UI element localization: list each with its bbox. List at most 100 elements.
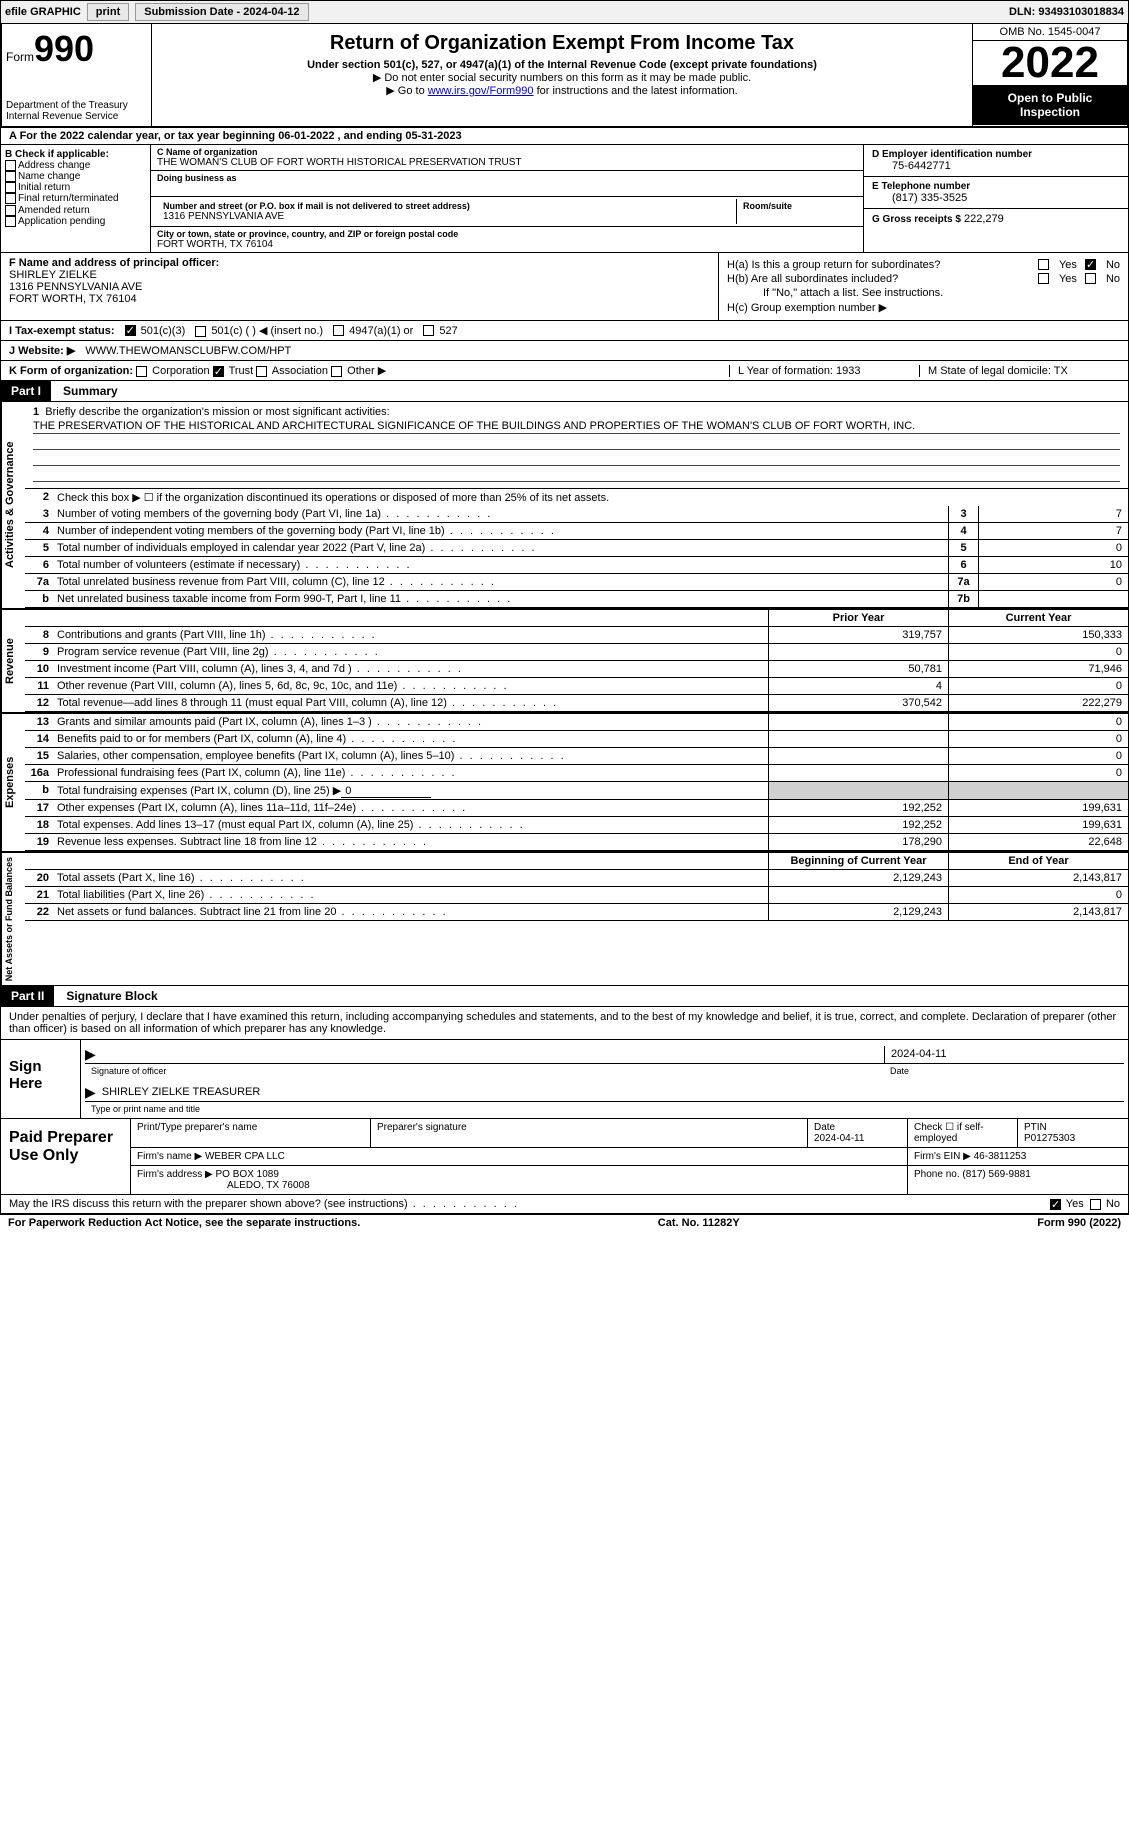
chk-corp[interactable] bbox=[136, 366, 147, 377]
col-begin-year: Beginning of Current Year bbox=[768, 853, 948, 869]
irs-link[interactable]: www.irs.gov/Form990 bbox=[428, 85, 534, 97]
summary-row: 21Total liabilities (Part X, line 26)0 bbox=[25, 887, 1128, 904]
form-note2: ▶ Go to www.irs.gov/Form990 for instruct… bbox=[160, 84, 964, 97]
ein-label: D Employer identification number bbox=[872, 149, 1120, 160]
efile-label: efile GRAPHIC bbox=[5, 6, 81, 18]
chk-amended-return[interactable] bbox=[5, 205, 16, 216]
h-b-label: H(b) Are all subordinates included? bbox=[727, 273, 1038, 285]
part1-title: Summary bbox=[63, 384, 118, 398]
open-public-badge: Open to Public Inspection bbox=[973, 85, 1127, 125]
summary-row: bNet unrelated business taxable income f… bbox=[25, 591, 1128, 608]
pp-sig-label: Preparer's signature bbox=[371, 1119, 808, 1147]
row-a-tax-year: A For the 2022 calendar year, or tax yea… bbox=[0, 128, 1129, 145]
city-label: City or town, state or province, country… bbox=[157, 229, 857, 239]
arrow-icon: ▶ bbox=[85, 1046, 96, 1063]
side-revenue: Revenue bbox=[1, 610, 25, 712]
page-footer: For Paperwork Reduction Act Notice, see … bbox=[0, 1214, 1129, 1231]
col-d-ids: D Employer identification number 75-6442… bbox=[863, 145, 1128, 252]
net-assets-section: Net Assets or Fund Balances Beginning of… bbox=[0, 851, 1129, 986]
dept-label: Department of the Treasury bbox=[6, 100, 147, 111]
sign-here-block: Sign Here ▶ 2024-04-11 Signature of offi… bbox=[0, 1040, 1129, 1119]
chk-initial-return[interactable] bbox=[5, 182, 16, 193]
chk-name-change[interactable] bbox=[5, 171, 16, 182]
row-j-label: J Website: ▶ bbox=[9, 344, 75, 357]
col-current-year: Current Year bbox=[948, 610, 1128, 626]
firm-name: WEBER CPA LLC bbox=[205, 1151, 285, 1162]
pp-date: 2024-04-11 bbox=[814, 1133, 864, 1144]
irs-label: Internal Revenue Service bbox=[6, 111, 147, 122]
mission-text: THE PRESERVATION OF THE HISTORICAL AND A… bbox=[33, 420, 1120, 434]
submission-date-button[interactable]: Submission Date - 2024-04-12 bbox=[135, 3, 308, 21]
form-note1: ▶ Do not enter social security numbers o… bbox=[160, 71, 964, 84]
mission-label: Briefly describe the organization's miss… bbox=[45, 406, 389, 418]
chk-other[interactable] bbox=[331, 366, 342, 377]
org-name-label: C Name of organization bbox=[157, 147, 857, 157]
chk-final-return[interactable] bbox=[5, 193, 16, 204]
footer-right: Form 990 (2022) bbox=[1037, 1217, 1121, 1229]
perjury-declaration: Under penalties of perjury, I declare th… bbox=[0, 1007, 1129, 1040]
tel-label: E Telephone number bbox=[872, 181, 1120, 192]
h-c-label: H(c) Group exemption number ▶ bbox=[727, 301, 887, 314]
officer-name: SHIRLEY ZIELKE bbox=[9, 269, 710, 281]
summary-row: 8Contributions and grants (Part VIII, li… bbox=[25, 627, 1128, 644]
chk-hb-yes[interactable] bbox=[1038, 273, 1049, 284]
discuss-label: May the IRS discuss this return with the… bbox=[9, 1198, 519, 1210]
chk-trust[interactable] bbox=[213, 366, 224, 377]
chk-527[interactable] bbox=[423, 325, 434, 336]
chk-application-pending[interactable] bbox=[5, 216, 16, 227]
sig-officer-caption: Signature of officer bbox=[85, 1066, 884, 1076]
chk-discuss-no[interactable] bbox=[1090, 1199, 1101, 1210]
chk-discuss-yes[interactable] bbox=[1050, 1199, 1061, 1210]
side-expenses: Expenses bbox=[1, 714, 25, 851]
summary-row: 4Number of independent voting members of… bbox=[25, 523, 1128, 540]
summary-row: 20Total assets (Part X, line 16)2,129,24… bbox=[25, 870, 1128, 887]
col-b-checkboxes: B Check if applicable: Address change Na… bbox=[1, 145, 151, 252]
line2-text: Check this box ▶ ☐ if the organization d… bbox=[53, 489, 1128, 506]
col-end-year: End of Year bbox=[948, 853, 1128, 869]
section-bcd: B Check if applicable: Address change Na… bbox=[0, 145, 1129, 253]
summary-row: 7aTotal unrelated business revenue from … bbox=[25, 574, 1128, 591]
chk-501c3[interactable] bbox=[125, 325, 136, 336]
chk-assoc[interactable] bbox=[256, 366, 267, 377]
part2-header: Part II Signature Block bbox=[0, 986, 1129, 1007]
chk-hb-no[interactable] bbox=[1085, 273, 1096, 284]
officer-addr1: 1316 PENNSYLVANIA AVE bbox=[9, 281, 710, 293]
officer-label: F Name and address of principal officer: bbox=[9, 257, 710, 269]
sig-name-caption: Type or print name and title bbox=[85, 1104, 1124, 1114]
side-net-assets: Net Assets or Fund Balances bbox=[1, 853, 25, 985]
chk-ha-no[interactable] bbox=[1085, 259, 1096, 270]
chk-address-change[interactable] bbox=[5, 160, 16, 171]
print-button[interactable]: print bbox=[87, 3, 129, 21]
dba-label: Doing business as bbox=[157, 173, 857, 183]
dln-label: DLN: 93493103018834 bbox=[1009, 6, 1124, 18]
row-fgh: F Name and address of principal officer:… bbox=[0, 253, 1129, 321]
part2-title: Signature Block bbox=[66, 989, 157, 1003]
firm-ein: 46-3811253 bbox=[974, 1151, 1027, 1162]
chk-4947[interactable] bbox=[333, 325, 344, 336]
summary-row: 17Other expenses (Part IX, column (A), l… bbox=[25, 800, 1128, 817]
form-subtitle: Under section 501(c), 527, or 4947(a)(1)… bbox=[160, 59, 964, 71]
summary-row: 9Program service revenue (Part VIII, lin… bbox=[25, 644, 1128, 661]
form-number: 990 bbox=[34, 28, 94, 69]
footer-left: For Paperwork Reduction Act Notice, see … bbox=[8, 1217, 360, 1229]
col-prior-year: Prior Year bbox=[768, 610, 948, 626]
sig-name: SHIRLEY ZIELKE TREASURER bbox=[96, 1084, 1124, 1101]
row-i-tax-status: I Tax-exempt status: 501(c)(3) 501(c) ( … bbox=[0, 321, 1129, 341]
pp-check-label: Check ☐ if self-employed bbox=[908, 1119, 1018, 1147]
sign-here-label: Sign Here bbox=[1, 1040, 81, 1118]
tel-value: (817) 335-3525 bbox=[872, 192, 1120, 204]
chk-501c[interactable] bbox=[195, 326, 206, 337]
org-city: FORT WORTH, TX 76104 bbox=[157, 239, 857, 250]
firm-addr1: PO BOX 1089 bbox=[216, 1169, 279, 1180]
tax-year: 2022 bbox=[973, 41, 1127, 85]
year-formation: L Year of formation: 1933 bbox=[729, 365, 909, 377]
chk-ha-yes[interactable] bbox=[1038, 259, 1049, 270]
h-a-label: H(a) Is this a group return for subordin… bbox=[727, 259, 1038, 271]
org-address: 1316 PENNSYLVANIA AVE bbox=[163, 211, 730, 222]
paid-preparer-label: Paid Preparer Use Only bbox=[1, 1119, 131, 1194]
row-i-label: I Tax-exempt status: bbox=[9, 325, 115, 337]
col-b-title: B Check if applicable: bbox=[5, 149, 146, 160]
firm-addr2: ALEDO, TX 76008 bbox=[137, 1180, 310, 1191]
row-k-org-form: K Form of organization: Corporation Trus… bbox=[0, 361, 1129, 381]
summary-row: 22Net assets or fund balances. Subtract … bbox=[25, 904, 1128, 921]
